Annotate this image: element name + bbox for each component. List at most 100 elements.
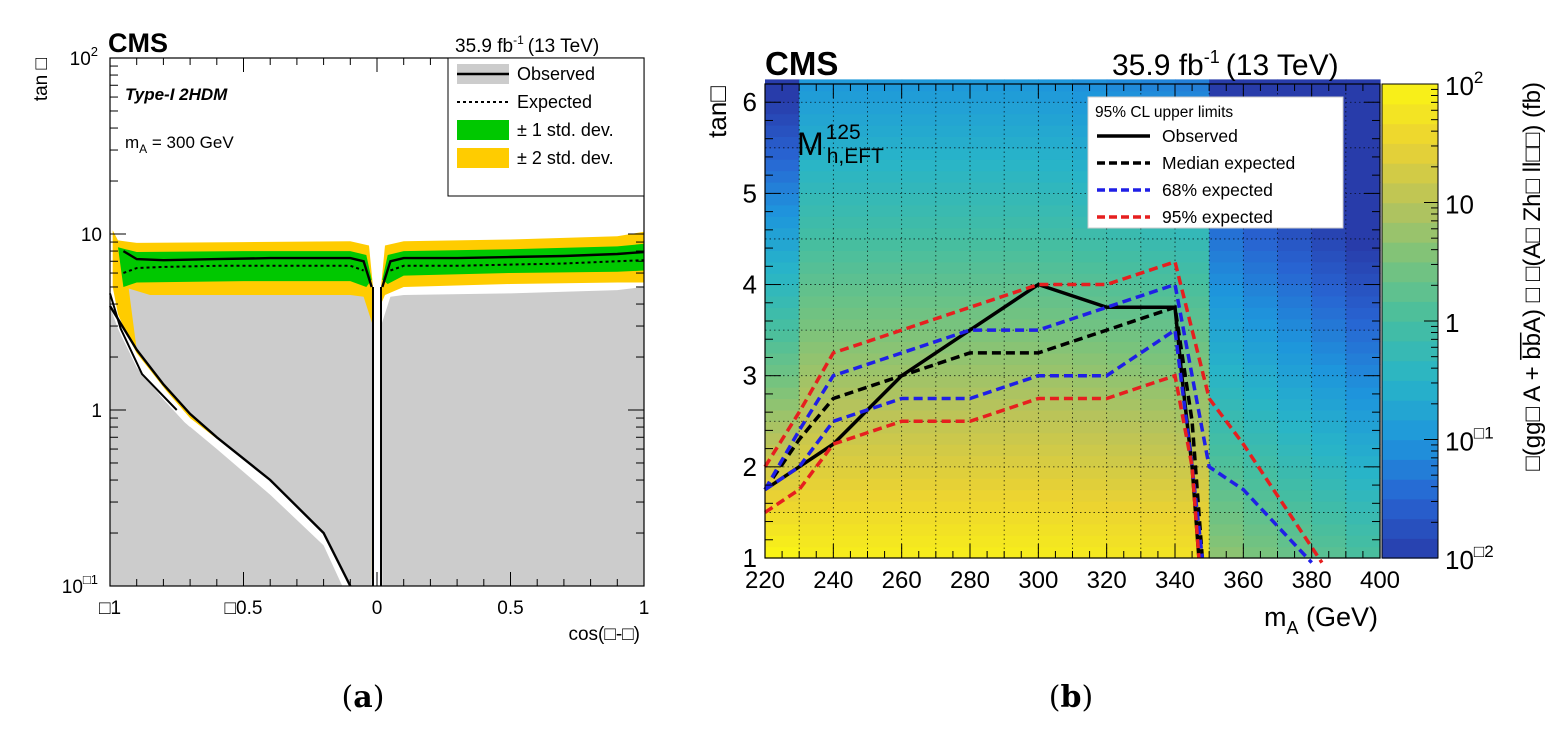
- heatmap-cell: [765, 216, 800, 229]
- heatmap-cell: [1175, 501, 1210, 513]
- heatmap-cell: [1004, 432, 1039, 445]
- heatmap-cell: [1038, 227, 1074, 240]
- heatmap-cell: [1106, 501, 1142, 513]
- heatmap-cell: [1072, 466, 1108, 479]
- heatmap-cell: [1277, 523, 1313, 536]
- heatmap-cell: [833, 512, 869, 525]
- heatmap-cell: [901, 421, 937, 434]
- heatmap-cell: [833, 284, 869, 297]
- heatmap-cell: [799, 147, 834, 160]
- heatmap-cell: [935, 478, 971, 491]
- color-scale-segment: [1382, 400, 1438, 421]
- panel-b-y-axis-title: tan□: [702, 86, 732, 138]
- heatmap-cell: [970, 284, 1005, 297]
- heatmap-cell: [1243, 398, 1279, 411]
- svg-text:Observed: Observed: [517, 64, 595, 84]
- heatmap-cell: [1038, 432, 1074, 445]
- heatmap-cell: [799, 193, 834, 206]
- heatmap-cell: [765, 352, 800, 365]
- heatmap-cell: [1311, 318, 1347, 331]
- heatmap-cell: [833, 216, 869, 229]
- heatmap-cell: [1106, 466, 1142, 479]
- heatmap-cell: [1209, 455, 1244, 468]
- heatmap-cell: [901, 409, 937, 422]
- heatmap-cell: [901, 125, 937, 137]
- heatmap-cell: [901, 216, 937, 229]
- heatmap-cell: [867, 295, 903, 308]
- heatmap-cell: [1277, 352, 1313, 365]
- heatmap-cell: [935, 432, 971, 445]
- heatmap-cell: [1106, 227, 1142, 240]
- heatmap-cell: [765, 501, 800, 513]
- heatmap-cell: [1175, 535, 1210, 548]
- heatmap-cell: [1277, 512, 1313, 525]
- heatmap-cell: [1140, 341, 1176, 354]
- heatmap-cell: [799, 102, 834, 115]
- heatmap-cell: [1106, 512, 1142, 525]
- heatmap-cell: [1311, 307, 1347, 320]
- heatmap-cell: [1277, 318, 1313, 331]
- heatmap-cell: [765, 318, 800, 331]
- heatmap-cell: [1345, 512, 1381, 525]
- heatmap-cell: [1038, 501, 1074, 513]
- heatmap-cell: [935, 489, 971, 502]
- heatmap-cell: [901, 284, 937, 297]
- heatmap-cell: [1106, 421, 1142, 434]
- heatmap-cell: [901, 147, 937, 160]
- heatmap-cell: [1345, 159, 1381, 172]
- heatmap-cell: [901, 273, 937, 286]
- heatmap-cell: [765, 227, 800, 240]
- heatmap-cell: [867, 147, 903, 160]
- heatmap-cell: [833, 341, 869, 354]
- heatmap-cell: [1140, 239, 1176, 251]
- heatmap-cell: [935, 466, 971, 479]
- y-tick-label: 5: [743, 178, 757, 208]
- legend-item-band2: ± 2 std. dev.: [457, 148, 614, 168]
- heatmap-cell: [1175, 489, 1210, 502]
- heatmap-cell: [1140, 364, 1176, 377]
- heatmap-cell: [1311, 535, 1347, 548]
- heatmap-cell: [1072, 512, 1108, 525]
- heatmap-cell: [1209, 489, 1244, 502]
- heatmap-cell: [1311, 375, 1347, 388]
- heatmap-cell: [1243, 364, 1279, 377]
- heatmap-cell: [1209, 398, 1244, 411]
- x-tick-label: □1: [99, 598, 121, 619]
- panel-b-lumi: 35.9 fb-1 (13 TeV): [1112, 47, 1339, 82]
- heatmap-cell: [1038, 421, 1074, 434]
- heatmap-cell: [1243, 295, 1279, 308]
- series-line-1: [381, 250, 645, 288]
- heatmap-cell: [1243, 409, 1279, 422]
- heatmap-cell: [1243, 341, 1279, 354]
- color-scale-segment: [1382, 222, 1438, 243]
- heatmap-cell: [1345, 387, 1381, 400]
- heatmap-cell: [1345, 204, 1381, 217]
- heatmap-cell: [1140, 523, 1176, 536]
- heatmap-cell: [1004, 409, 1039, 422]
- x-tick-label: 340: [1155, 567, 1195, 594]
- panel-b-caption: (b): [1049, 680, 1093, 715]
- heatmap-cell: [833, 273, 869, 286]
- heatmap-cell: [765, 136, 800, 149]
- heatmap-cell: [1277, 261, 1313, 274]
- heatmap-cell: [1277, 341, 1313, 354]
- heatmap-cell: [1072, 261, 1108, 274]
- heatmap-cell: [867, 307, 903, 320]
- heatmap-cell: [1345, 170, 1381, 183]
- heatmap-cell: [1004, 125, 1039, 137]
- heatmap-cell: [1038, 250, 1074, 263]
- heatmap-cell: [1038, 364, 1074, 377]
- heatmap-cell: [765, 90, 800, 103]
- heatmap-cell: [1004, 387, 1039, 400]
- heatmap-cell: [1140, 318, 1176, 331]
- heatmap-cell: [765, 284, 800, 297]
- heatmap-cell: [833, 318, 869, 331]
- heatmap-cell: [1209, 295, 1244, 308]
- heatmap-cell: [833, 113, 869, 126]
- heatmap-cell: [867, 512, 903, 525]
- heatmap-cell: [1243, 307, 1279, 320]
- heatmap-cell: [765, 193, 800, 206]
- heatmap-cell: [1140, 352, 1176, 365]
- heatmap-cell: [1209, 284, 1244, 297]
- heatmap-cell: [935, 227, 971, 240]
